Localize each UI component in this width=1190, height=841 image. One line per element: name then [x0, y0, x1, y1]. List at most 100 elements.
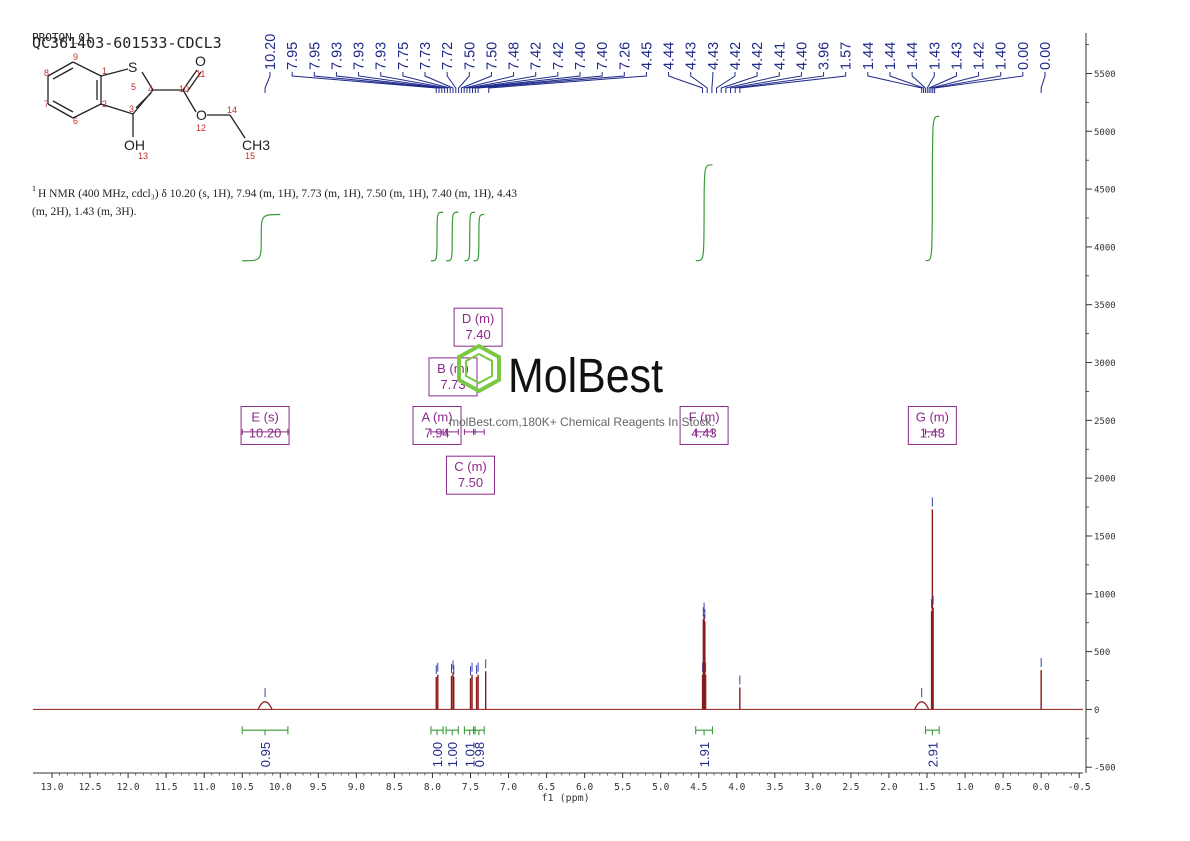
- y-tick-label: -500: [1094, 764, 1116, 774]
- peak-label-connector: [488, 72, 647, 93]
- peak-label-connector: [402, 72, 451, 93]
- peak-label: 7.95: [307, 42, 323, 70]
- peak-label: 7.75: [396, 42, 412, 70]
- peak-label: 7.48: [507, 42, 523, 70]
- multiplet-box: [412, 405, 462, 445]
- integral-value: 1.00: [430, 742, 445, 767]
- bond-line: [52, 67, 74, 80]
- peak-label-connector: [716, 72, 736, 93]
- multiplet-box: [240, 405, 290, 445]
- sample-id-label: QC361403-601533-CDCL3: [32, 34, 222, 52]
- peak-label-connector: [313, 72, 440, 93]
- bond-line: [72, 61, 102, 77]
- y-tick-label: 4000: [1094, 243, 1116, 253]
- integral-bracket: [924, 726, 940, 736]
- integral-value: 1.01: [463, 742, 478, 767]
- peak-label-connector: [739, 72, 847, 93]
- carbonyl-oxygen-label: O: [195, 53, 206, 69]
- x-tick-label: 4.0: [728, 782, 745, 793]
- peak-label-connector: [934, 72, 1024, 93]
- multiplet-name: C (m): [454, 459, 487, 474]
- description-line-2: (m, 2H), 1.43 (m, 3H).: [32, 206, 137, 218]
- molecule-atom-labels: S O O OH CH3: [124, 53, 270, 153]
- peak-label: 1.40: [994, 42, 1010, 70]
- y-axis: 5500500045004000350030002500200015001000…: [1085, 33, 1116, 774]
- x-tick-label: 3.0: [804, 782, 821, 793]
- atom-number: 11: [196, 69, 205, 79]
- peak-label-connector: [460, 72, 492, 93]
- x-tick-label: 0.5: [995, 782, 1012, 793]
- x-tick-label: -0.5: [1068, 782, 1091, 793]
- x-tick-label: 8.5: [386, 782, 403, 793]
- atom-number: 2: [102, 99, 107, 109]
- bond-line: [135, 92, 152, 109]
- bond-line: [182, 89, 197, 113]
- peak-label: 4.42: [728, 42, 744, 70]
- atom-number: 3: [129, 104, 134, 114]
- atom-number: 14: [227, 105, 237, 115]
- integral-curves: [242, 115, 940, 262]
- multiplet-value: 4.43: [691, 425, 716, 440]
- multiplet-value: 7.73: [440, 377, 465, 392]
- x-tick-label: 10.5: [231, 782, 254, 793]
- peak-label: 7.40: [573, 42, 589, 70]
- multiplet-value: 1.43: [920, 425, 945, 440]
- peak-label-connector: [928, 72, 957, 93]
- y-tick-label: 5000: [1094, 128, 1116, 138]
- watermark: MolBest molBest.com,180K+ Chemical Reage…: [449, 343, 715, 429]
- peak-label: 4.45: [639, 42, 655, 70]
- x-tick-label: 4.5: [690, 782, 707, 793]
- integral-bracket: [430, 726, 444, 736]
- spectrum-line: [33, 497, 1083, 710]
- peak-label: 3.96: [817, 42, 833, 70]
- atom-number: 12: [196, 123, 206, 133]
- peak-label-connector: [730, 72, 802, 93]
- y-tick-label: 5500: [1094, 70, 1116, 80]
- x-tick-label: 1.5: [918, 782, 935, 793]
- peak-label-connector: [1040, 72, 1046, 93]
- ester-oxygen-label: O: [196, 107, 207, 123]
- multiplet-bracket: [430, 428, 444, 435]
- bond-line: [72, 103, 102, 119]
- peak-label-connector: [930, 72, 980, 93]
- bond-line: [141, 71, 154, 91]
- peak-label-connector: [291, 72, 437, 93]
- bond-line: [100, 103, 134, 115]
- peak-label-connector: [725, 72, 780, 93]
- peak-label: 4.42: [750, 42, 766, 70]
- atom-number: 15: [245, 151, 255, 161]
- y-tick-label: 500: [1094, 648, 1110, 658]
- x-tick-label: 7.5: [462, 782, 479, 793]
- x-tick-label: 0.0: [1033, 782, 1050, 793]
- description-line-1: H NMR (400 MHz, cdcl₃) δ 10.20 (s, 1H), …: [38, 188, 517, 200]
- peak-label-connector: [446, 72, 457, 93]
- y-tick-label: 1000: [1094, 590, 1116, 600]
- peak-label: 1.44: [861, 42, 877, 70]
- y-tick-label: 3000: [1094, 359, 1116, 369]
- x-tick-label: 9.0: [348, 782, 365, 793]
- peak-label: 1.42: [972, 42, 988, 70]
- multiplet-bracket: [445, 428, 459, 435]
- multiplet-value: 7.40: [465, 327, 490, 342]
- atom-number: 6: [73, 116, 78, 126]
- multiplet-value: 10.20: [249, 425, 282, 440]
- peak-label: 7.50: [484, 42, 500, 70]
- peak-label-connector: [380, 72, 448, 93]
- x-tick-label: 7.0: [500, 782, 517, 793]
- bond-line: [100, 68, 129, 77]
- peak-label: 7.93: [329, 42, 345, 70]
- integral-value: 2.91: [925, 742, 940, 767]
- molbest-logo-icon: [457, 343, 501, 394]
- peak-label-connector: [734, 72, 825, 93]
- peak-label-connector: [463, 72, 515, 93]
- peak-label-connector: [424, 72, 454, 93]
- peak-label: 1.57: [839, 42, 855, 70]
- peak-label-connector: [469, 72, 559, 93]
- x-axis: 13.0 12.5 12.0 11.5 11.0 10.5 10.0 9.5 9.0 8.5 8.0…: [33, 772, 1091, 793]
- peak-label-connector: [477, 72, 625, 93]
- x-tick-label: 6.5: [538, 782, 555, 793]
- integral-annotations: 0.95 1.00 1.00 1.010.98 1.91 2.91: [241, 726, 940, 767]
- atom-number: 1: [102, 66, 107, 76]
- peak-label: 7.72: [440, 42, 456, 70]
- peak-label: 1.44: [883, 42, 899, 70]
